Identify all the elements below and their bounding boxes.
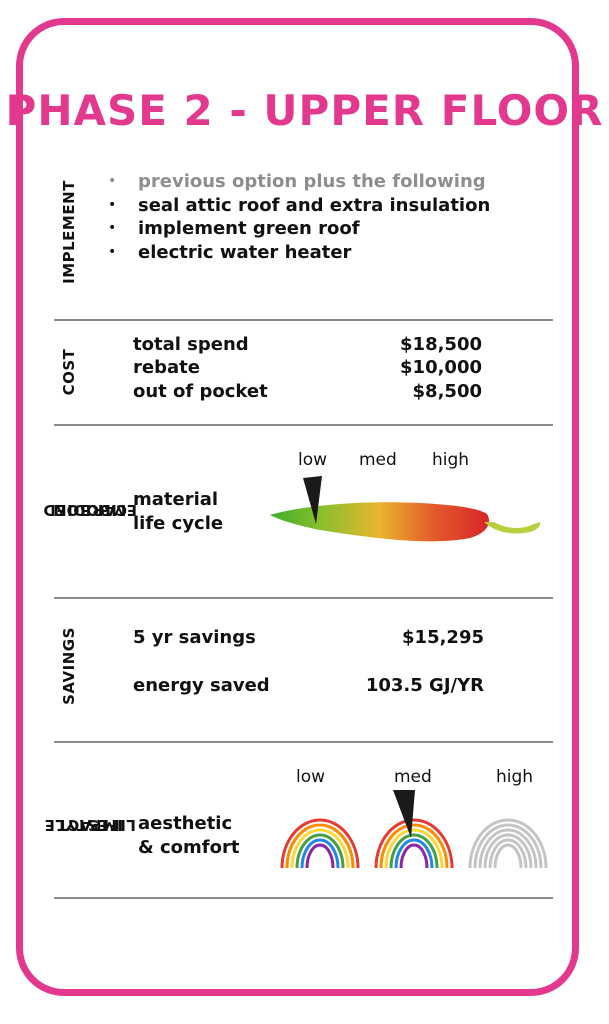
lifestyle-scale-low: low bbox=[296, 767, 326, 787]
section-heading-cost: COST bbox=[60, 348, 78, 396]
lifestyle-scale-high: high bbox=[496, 767, 534, 787]
section-heading-embodied-carbon: EMBODIED CARBON bbox=[42, 501, 138, 519]
embodied-carbon-label-line2: life cycle bbox=[133, 513, 224, 534]
carbon-scale-low: low bbox=[298, 450, 328, 470]
list-item: seal attic roof and extra insulation bbox=[108, 194, 490, 218]
carbon-scale-med: med bbox=[359, 450, 397, 470]
cost-label-rebate: rebate bbox=[133, 357, 200, 378]
divider bbox=[54, 424, 553, 426]
cost-value-total-spend: $18,500 bbox=[400, 334, 482, 355]
list-item: electric water heater bbox=[108, 241, 490, 265]
section-heading-lifestyle-impact: LIFESTYLE IMPACT bbox=[44, 816, 136, 834]
cost-value-out-of-pocket: $8,500 bbox=[412, 381, 482, 402]
cost-label-out-of-pocket: out of pocket bbox=[133, 381, 268, 402]
list-item: implement green roof bbox=[108, 217, 490, 241]
savings-value-5yr: $15,295 bbox=[402, 627, 484, 648]
implement-list: previous option plus the following seal … bbox=[108, 170, 490, 264]
divider bbox=[54, 597, 553, 599]
divider bbox=[54, 319, 553, 321]
savings-label-5yr: 5 yr savings bbox=[133, 627, 256, 648]
carbon-scale-high: high bbox=[432, 450, 470, 470]
lifestyle-label-line2: & comfort bbox=[138, 837, 240, 858]
savings-value-energy: 103.5 GJ/YR bbox=[365, 675, 484, 696]
divider bbox=[54, 741, 553, 743]
divider bbox=[54, 897, 553, 899]
lifestyle-label-line1: aesthetic bbox=[138, 813, 233, 834]
page-title: PHASE 2 - UPPER FLOOR bbox=[5, 86, 604, 135]
cost-value-rebate: $10,000 bbox=[400, 357, 482, 378]
list-item: previous option plus the following bbox=[108, 170, 490, 194]
cost-label-total-spend: total spend bbox=[133, 334, 249, 355]
lifestyle-scale-med: med bbox=[394, 767, 432, 787]
savings-label-energy: energy saved bbox=[133, 675, 270, 696]
embodied-carbon-label-line1: material bbox=[133, 489, 219, 510]
section-heading-implement: IMPLEMENT bbox=[60, 180, 78, 284]
section-heading-savings: SAVINGS bbox=[60, 627, 78, 705]
